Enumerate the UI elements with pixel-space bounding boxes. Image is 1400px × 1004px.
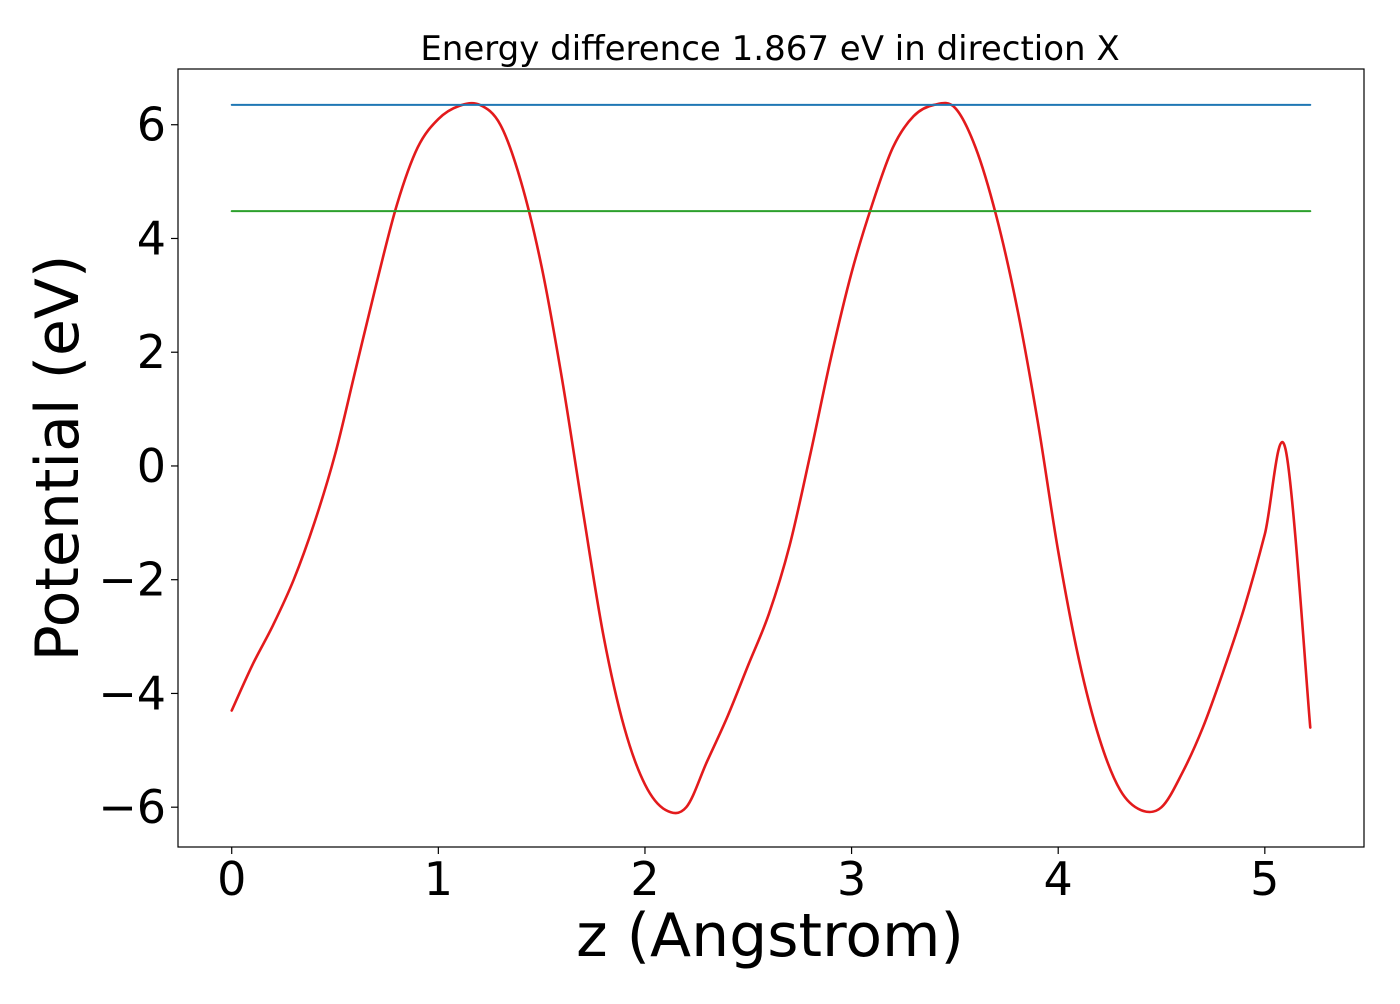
x-tick-label: 0 xyxy=(217,852,246,906)
x-tick-label: 4 xyxy=(1044,852,1073,906)
y-tick-label: 6 xyxy=(137,98,166,152)
x-axis-ticks: 0 1 2 3 4 5 xyxy=(217,847,1279,906)
x-tick-label: 3 xyxy=(837,852,866,906)
y-axis-label: Potential (eV) xyxy=(23,255,93,662)
x-tick-label: 5 xyxy=(1250,852,1279,906)
series-layer xyxy=(230,101,1312,815)
y-tick-label: 2 xyxy=(137,325,166,379)
chart-title: Energy difference 1.867 eV in direction … xyxy=(420,29,1119,69)
y-tick-label: −4 xyxy=(98,666,166,720)
y-tick-label: −2 xyxy=(98,553,166,607)
x-axis-label: z (Angstrom) xyxy=(576,901,964,971)
y-tick-label: −6 xyxy=(98,780,166,834)
y-tick-label: 0 xyxy=(137,439,166,493)
plot-area-frame xyxy=(177,68,1365,848)
x-tick-label: 2 xyxy=(630,852,659,906)
x-tick-label: 1 xyxy=(424,852,453,906)
series-line-potential xyxy=(230,101,1312,815)
y-axis-ticks: −6 −4 −2 0 2 4 6 xyxy=(98,98,178,834)
y-tick-label: 4 xyxy=(137,211,166,265)
